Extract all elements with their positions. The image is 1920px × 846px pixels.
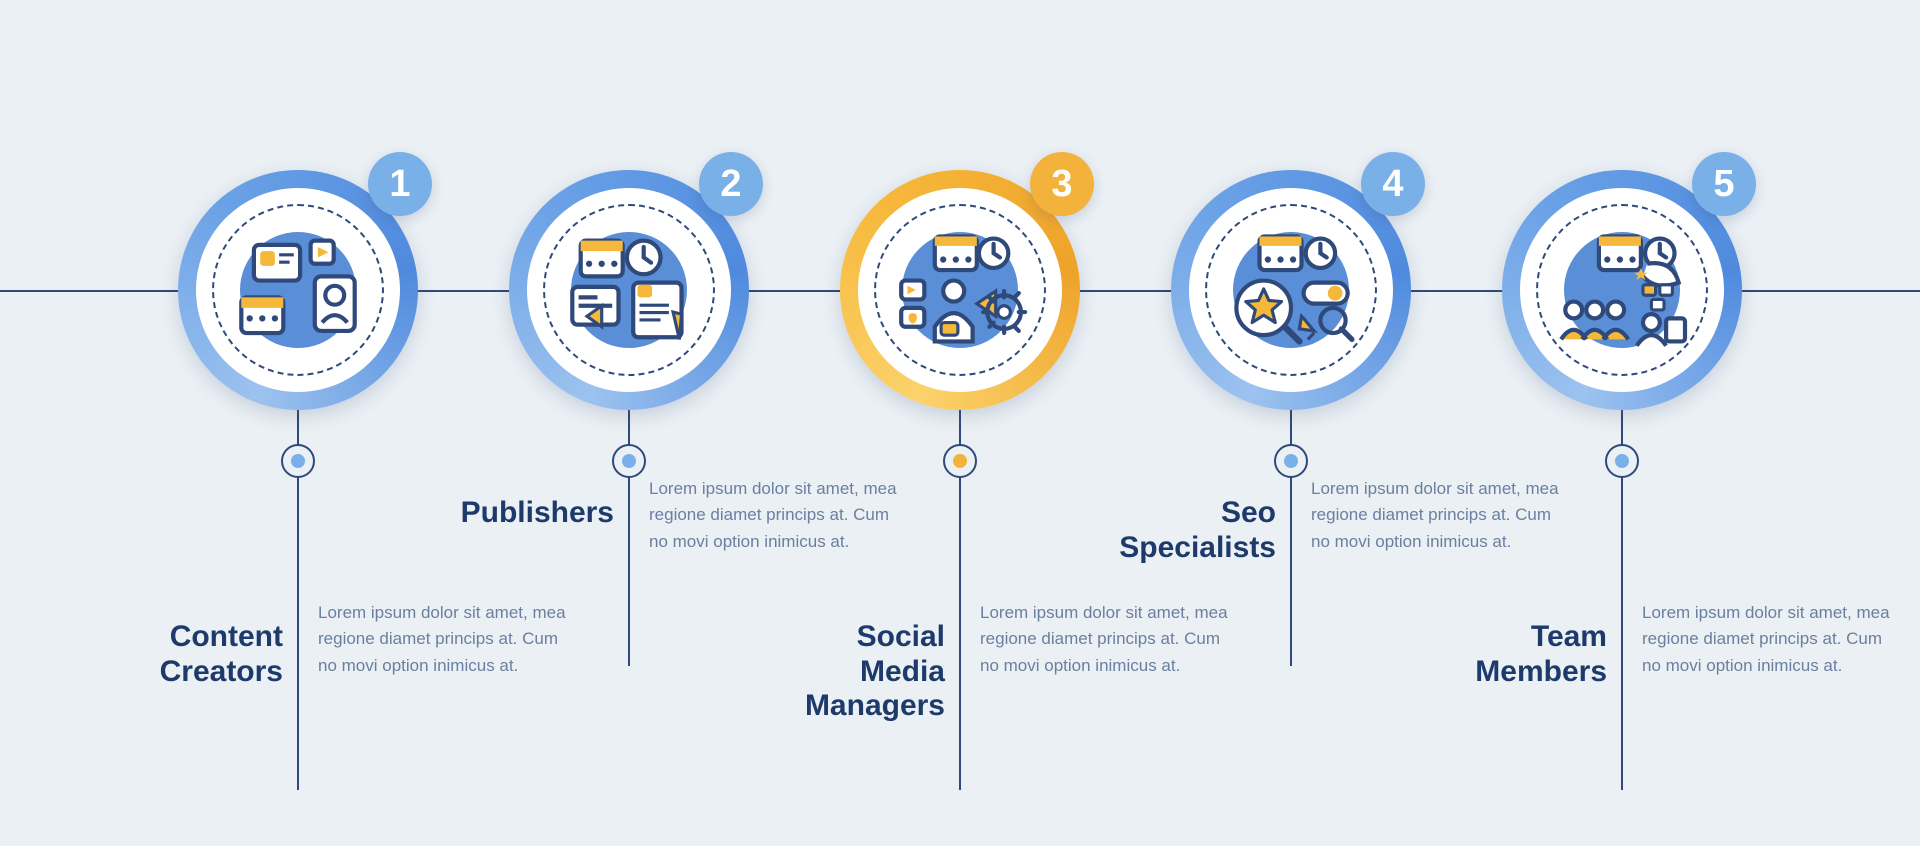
step-body: Lorem ipsum dolor sit amet, mea regione … [1642, 600, 1902, 679]
ring: 1 [178, 170, 418, 410]
connector-dot [943, 444, 977, 478]
step-title: Team Members [1437, 620, 1607, 689]
step-4: 4 Seo Specialists Lorem ipsum dolor sit … [1111, 170, 1471, 410]
step-number: 4 [1382, 163, 1403, 206]
connector-dot-inner [1615, 454, 1629, 468]
step-number-badge: 1 [368, 152, 432, 216]
connector-dot-inner [953, 454, 967, 468]
ring: 3 [840, 170, 1080, 410]
step-body: Lorem ipsum dolor sit amet, mea regione … [649, 476, 909, 555]
step-2: 2 Publishers Lorem ipsum dolor sit amet,… [449, 170, 809, 410]
team-icon [1538, 206, 1706, 374]
step-body: Lorem ipsum dolor sit amet, mea regione … [318, 600, 578, 679]
ring: 2 [509, 170, 749, 410]
step-title: Content Creators [113, 620, 283, 689]
content-icon [214, 206, 382, 374]
step-1: 1 Content Creators Lorem ipsum dolor sit… [118, 170, 478, 410]
step-title: Social Media Managers [775, 620, 945, 724]
ring: 4 [1171, 170, 1411, 410]
connector-dot [1274, 444, 1308, 478]
seo-icon [1207, 206, 1375, 374]
step-number: 2 [720, 163, 741, 206]
step-title: Seo Specialists [1106, 496, 1276, 565]
step-number-badge: 3 [1030, 152, 1094, 216]
step-body: Lorem ipsum dolor sit amet, mea regione … [1311, 476, 1571, 555]
step-number: 3 [1051, 163, 1072, 206]
step-3: 3 Social Media Managers Lorem ipsum dolo… [780, 170, 1140, 410]
connector-dot [1605, 444, 1639, 478]
connector-dot-inner [622, 454, 636, 468]
step-5: 5 Team Members Lorem ipsum dolor sit ame… [1442, 170, 1802, 410]
step-number-badge: 4 [1361, 152, 1425, 216]
step-body: Lorem ipsum dolor sit amet, mea regione … [980, 600, 1240, 679]
step-number: 5 [1713, 163, 1734, 206]
connector-dot-inner [1284, 454, 1298, 468]
publish-icon [545, 206, 713, 374]
connector-dot-inner [291, 454, 305, 468]
step-title: Publishers [444, 496, 614, 531]
connector-dot [281, 444, 315, 478]
ring: 5 [1502, 170, 1742, 410]
step-number-badge: 5 [1692, 152, 1756, 216]
social-icon [876, 206, 1044, 374]
connector-dot [612, 444, 646, 478]
step-number-badge: 2 [699, 152, 763, 216]
step-number: 1 [389, 163, 410, 206]
